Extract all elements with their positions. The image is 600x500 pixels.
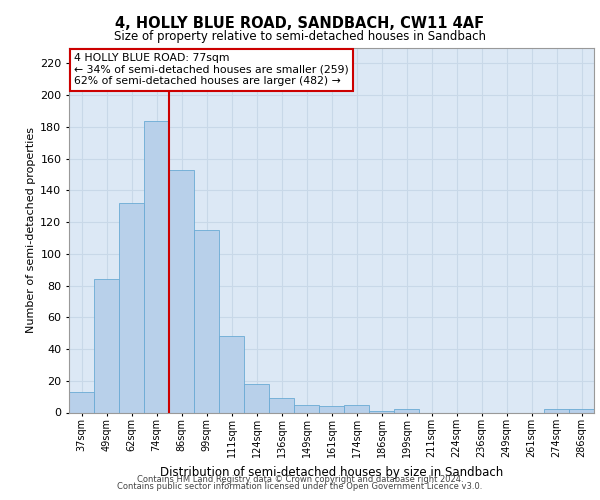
Bar	[119, 203, 144, 412]
Bar	[294, 404, 319, 412]
Bar	[94, 279, 119, 412]
Bar	[219, 336, 244, 412]
Bar	[144, 120, 169, 412]
Bar	[269, 398, 294, 412]
Bar	[344, 404, 369, 412]
Text: Contains public sector information licensed under the Open Government Licence v3: Contains public sector information licen…	[118, 482, 482, 491]
Bar	[319, 406, 344, 412]
Bar	[244, 384, 269, 412]
Text: 4 HOLLY BLUE ROAD: 77sqm
← 34% of semi-detached houses are smaller (259)
62% of : 4 HOLLY BLUE ROAD: 77sqm ← 34% of semi-d…	[74, 53, 349, 86]
Bar	[194, 230, 219, 412]
Bar	[569, 410, 594, 412]
Text: Size of property relative to semi-detached houses in Sandbach: Size of property relative to semi-detach…	[114, 30, 486, 43]
Bar	[544, 410, 569, 412]
Bar	[69, 392, 94, 412]
Text: 4, HOLLY BLUE ROAD, SANDBACH, CW11 4AF: 4, HOLLY BLUE ROAD, SANDBACH, CW11 4AF	[115, 16, 485, 31]
Bar	[394, 410, 419, 412]
Bar	[369, 411, 394, 412]
Text: Contains HM Land Registry data © Crown copyright and database right 2024.: Contains HM Land Registry data © Crown c…	[137, 474, 463, 484]
Bar	[169, 170, 194, 412]
Y-axis label: Number of semi-detached properties: Number of semi-detached properties	[26, 127, 36, 333]
X-axis label: Distribution of semi-detached houses by size in Sandbach: Distribution of semi-detached houses by …	[160, 466, 503, 479]
